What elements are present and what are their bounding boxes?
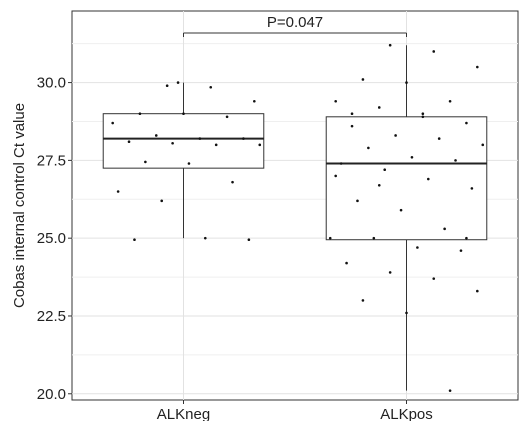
data-point — [144, 160, 147, 164]
y-axis-label: Cobas internal control Ct value — [11, 103, 28, 308]
x-tick-label: ALKneg — [157, 406, 210, 421]
data-point — [127, 140, 131, 144]
data-point — [214, 143, 218, 147]
significance-bracket: P=0.047 — [183, 14, 407, 37]
box-alkpos — [325, 116, 488, 241]
data-point — [231, 180, 234, 184]
data-point — [203, 236, 207, 240]
data-point — [459, 249, 463, 252]
data-point — [334, 99, 337, 103]
data-point — [405, 311, 408, 315]
data-point — [481, 143, 485, 147]
data-point — [377, 106, 381, 109]
data-point — [388, 271, 392, 274]
data-point — [111, 121, 114, 125]
y-tick-label: 20.0 — [37, 386, 66, 403]
data-point — [476, 289, 479, 293]
data-point — [437, 137, 441, 140]
data-point — [465, 121, 468, 125]
box-alkneg — [102, 113, 265, 169]
data-point — [405, 81, 408, 84]
y-tick-label: 22.5 — [37, 308, 66, 325]
data-point — [399, 208, 403, 212]
data-point — [176, 81, 180, 84]
data-point — [160, 199, 164, 203]
data-point — [328, 236, 332, 240]
data-point — [334, 174, 337, 178]
data-point — [416, 246, 419, 249]
y-tick-label: 27.5 — [37, 152, 66, 169]
y-tick-label: 30.0 — [37, 75, 66, 92]
p-value-label: P=0.047 — [267, 14, 323, 31]
x-axis: ALKneg ALKpos — [157, 400, 433, 421]
data-point — [383, 168, 387, 172]
data-point — [154, 134, 158, 137]
data-point — [225, 115, 229, 119]
data-point — [361, 78, 365, 81]
data-point — [253, 99, 256, 103]
data-point — [242, 137, 245, 140]
y-axis: 20.0 22.5 25.0 27.5 30.0 — [37, 75, 72, 403]
data-point — [258, 143, 262, 147]
y-tick-label: 25.0 — [37, 230, 66, 247]
data-point — [377, 183, 381, 187]
data-point — [432, 277, 436, 280]
data-point — [394, 134, 397, 137]
data-point — [116, 190, 120, 193]
data-point — [476, 65, 479, 69]
data-point — [361, 299, 365, 302]
data-point — [171, 141, 174, 145]
data-point — [410, 155, 414, 159]
data-point — [187, 162, 191, 165]
data-point — [432, 50, 436, 53]
data-point — [454, 159, 457, 162]
data-point — [448, 99, 452, 103]
data-point — [339, 162, 343, 165]
jitter-points — [111, 43, 485, 392]
data-point — [426, 177, 430, 181]
data-point — [421, 115, 425, 119]
data-point — [388, 43, 392, 47]
data-point — [443, 227, 446, 231]
data-point — [198, 137, 202, 140]
data-point — [209, 85, 213, 89]
data-point — [133, 238, 136, 242]
data-point — [165, 84, 169, 87]
data-point — [350, 124, 354, 128]
data-point — [247, 238, 251, 242]
data-point — [182, 112, 185, 115]
data-point — [345, 261, 348, 265]
data-point — [367, 146, 370, 150]
data-point — [372, 236, 376, 240]
data-point — [356, 199, 359, 203]
x-tick-label: ALKpos — [380, 406, 433, 421]
data-point — [448, 389, 452, 392]
data-point — [138, 112, 142, 115]
data-point — [465, 236, 468, 240]
data-point — [421, 112, 425, 115]
data-point — [350, 112, 354, 115]
data-point — [470, 187, 474, 190]
